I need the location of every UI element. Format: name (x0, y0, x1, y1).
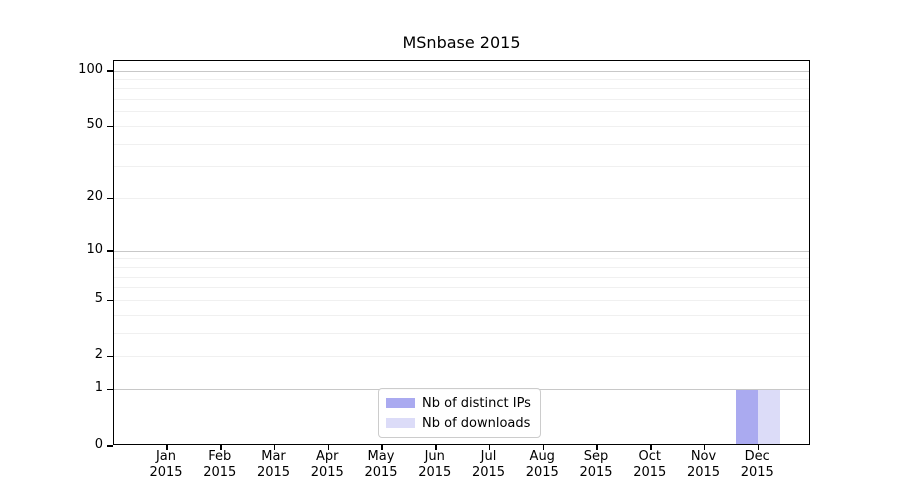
minor-gridline (114, 166, 809, 168)
x-tick-year: 2015 (203, 464, 237, 480)
x-tick-mark (596, 444, 598, 450)
x-tick-month: May (367, 449, 395, 464)
x-tick-label: Jul 2015 (461, 449, 517, 480)
minor-gridline (114, 78, 809, 80)
y-tick-label: 100 (78, 61, 103, 77)
y-tick-mark (106, 70, 113, 72)
minor-gridline (114, 143, 809, 145)
x-tick-month: Aug (529, 449, 555, 464)
x-tick-mark (220, 444, 222, 450)
minor-gridline (114, 356, 809, 358)
x-tick-mark (650, 444, 652, 450)
x-tick-year: 2015 (364, 464, 398, 480)
x-tick-month: Jun (424, 449, 445, 464)
x-tick-mark (166, 444, 168, 450)
x-tick-year: 2015 (633, 464, 667, 480)
legend-label: Nb of downloads (422, 415, 531, 431)
x-tick-mark (381, 444, 383, 450)
minor-gridline (114, 111, 809, 113)
major-gridline (114, 70, 809, 72)
y-tick-label: 2 (94, 347, 103, 363)
y-tick-label: 10 (86, 241, 103, 257)
minor-gridline (114, 332, 809, 334)
x-tick-label: Jan 2015 (138, 449, 194, 480)
y-tick-mark (106, 250, 113, 252)
minor-gridline (114, 258, 809, 260)
x-tick-mark (488, 444, 491, 450)
x-tick-label: Mar 2015 (246, 449, 302, 480)
minor-gridline (114, 266, 809, 268)
x-tick-year: 2015 (418, 464, 452, 480)
x-tick-label: Dec 2015 (729, 449, 785, 480)
legend-label: Nb of distinct IPs (422, 395, 531, 411)
x-tick-month: Apr (316, 449, 339, 464)
legend-swatch (386, 398, 415, 408)
y-tick-mark (106, 445, 113, 447)
minor-gridline (114, 299, 809, 301)
minor-gridline (114, 88, 809, 90)
x-tick-month: Mar (261, 449, 286, 464)
legend-row: Nb of distinct IPs (386, 393, 532, 413)
minor-gridline (114, 126, 809, 128)
legend-row: Nb of downloads (386, 413, 532, 433)
y-tick-label: 50 (86, 117, 103, 133)
legend: Nb of distinct IPs Nb of downloads (378, 388, 541, 438)
x-tick-month: Jan (155, 449, 177, 464)
y-tick-label: 20 (86, 189, 103, 205)
y-tick-label: 0 (94, 436, 103, 452)
x-tick-label: Aug 2015 (514, 449, 570, 480)
y-tick-label: 1 (94, 380, 103, 396)
y-tick-mark (106, 388, 113, 391)
major-gridline (114, 250, 809, 252)
x-tick-mark (327, 444, 329, 450)
x-tick-month: Feb (208, 449, 232, 464)
x-tick-year: 2015 (686, 464, 721, 480)
x-tick-month: Dec (744, 449, 770, 464)
x-tick-label: May 2015 (353, 449, 409, 480)
x-tick-mark (435, 444, 437, 450)
x-tick-year: 2015 (525, 464, 559, 480)
x-tick-month: Oct (638, 449, 661, 464)
x-tick-mark (273, 444, 276, 450)
x-tick-label: Sep 2015 (568, 449, 624, 480)
minor-gridline (114, 314, 809, 316)
y-tick-mark (106, 355, 113, 358)
legend-swatch (386, 418, 415, 428)
x-tick-month: Nov (690, 449, 717, 464)
x-tick-month: Jul (480, 449, 497, 464)
y-tick-mark (106, 125, 113, 128)
x-tick-label: Nov 2015 (676, 449, 732, 480)
x-tick-year: 2015 (310, 464, 344, 480)
bar-nb-of-downloads (758, 389, 781, 445)
minor-gridline (114, 99, 809, 101)
y-tick-mark (106, 197, 113, 200)
x-tick-year: 2015 (149, 464, 183, 480)
y-tick-mark (106, 299, 113, 302)
x-tick-label: Jun 2015 (407, 449, 463, 480)
x-tick-mark (703, 444, 706, 450)
bar-nb-of-distinct-ips (736, 389, 759, 445)
minor-gridline (114, 198, 809, 200)
plot-area (106, 60, 810, 450)
minor-gridline (114, 276, 809, 278)
x-tick-year: 2015 (256, 464, 291, 480)
x-tick-mark (757, 444, 759, 450)
x-tick-year: 2015 (740, 464, 774, 480)
x-tick-month: Sep (583, 449, 609, 464)
minor-gridline (114, 287, 809, 289)
x-tick-label: Feb 2015 (192, 449, 248, 480)
x-tick-label: Apr 2015 (299, 449, 355, 480)
x-tick-mark (542, 444, 544, 450)
x-tick-year: 2015 (471, 464, 506, 480)
x-tick-label: Oct 2015 (622, 449, 678, 480)
y-tick-label: 5 (94, 290, 103, 306)
chart-title: MSnbase 2015 (402, 33, 521, 52)
x-tick-year: 2015 (579, 464, 613, 480)
